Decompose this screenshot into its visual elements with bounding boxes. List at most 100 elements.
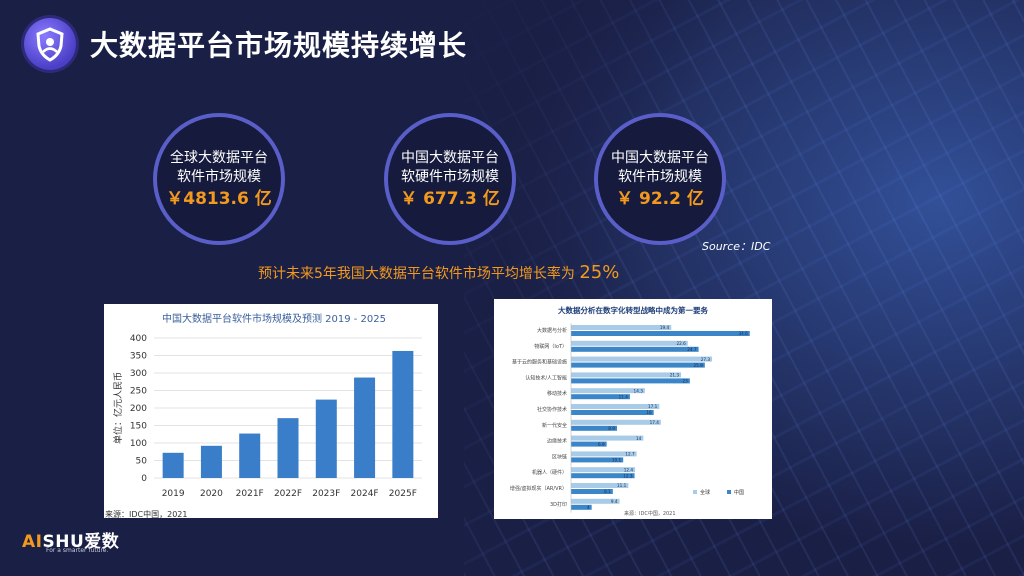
x-tick-label: 2022F	[274, 489, 302, 499]
y-tick-label: 0	[141, 474, 147, 484]
stat-china-hw-sw: 中国大数据平台 软硬件市场规模 ￥ 677.3 亿	[384, 113, 516, 245]
stat-label-line1: 中国大数据平台	[401, 150, 499, 166]
growth-text: 预计未来5年我国大数据平台软件市场平均增长率为	[258, 266, 575, 282]
source-note: Source：IDC	[702, 240, 771, 253]
brand-tagline: For a smarter future.	[46, 547, 109, 554]
bar-全球-8	[571, 451, 637, 457]
chart-title: 中国大数据平台软件市场规模及预测 2019 - 2025	[162, 312, 386, 325]
bar-中国-5	[571, 410, 654, 415]
y-tick-label: 300	[130, 369, 147, 379]
x-tick-label: 2023F	[312, 489, 340, 499]
x-tick-label: 2021F	[236, 489, 264, 499]
data-label: 22.6	[676, 341, 686, 346]
bar-中国-10	[571, 489, 613, 494]
data-label: 14.3	[634, 388, 644, 393]
legend-swatch-中国	[727, 490, 731, 494]
market-size-chart-panel: 中国大数据平台软件市场规模及预测 2019 - 2025 0 50 100 150 200…	[104, 304, 438, 519]
shield-logo-icon	[24, 18, 76, 70]
bar-中国-11	[571, 504, 592, 510]
bar-中国-2	[571, 362, 705, 368]
bar-2019	[162, 452, 184, 478]
growth-percent: 25%	[579, 262, 620, 283]
bar-全球-6	[571, 419, 661, 425]
category-label: 移动技术	[547, 390, 567, 397]
x-tick-label: 2024F	[351, 489, 379, 499]
data-label: 12.4	[624, 467, 634, 472]
data-label: 14	[636, 436, 642, 441]
y-tick-label: 400	[130, 334, 147, 344]
category-label: 社交协作技术	[537, 406, 567, 413]
legend-swatch-全球	[693, 490, 697, 494]
bar-中国-1	[571, 346, 699, 352]
y-tick-label: 50	[136, 457, 148, 467]
category-label: 认知技术/人工智能	[525, 374, 567, 381]
category-label: 大数据与分析	[537, 327, 567, 334]
bar-全球-1	[571, 340, 688, 346]
legend-label: 中国	[734, 489, 744, 496]
bar-全球-4	[571, 388, 645, 394]
data-label: 6.9	[598, 442, 605, 447]
bar-中国-8	[571, 457, 624, 463]
category-label: 增强/虚拟现实（AR/VR）	[510, 485, 567, 492]
bar-2024F	[354, 377, 376, 478]
bar-2021F	[239, 433, 261, 478]
brand-ai: AI	[22, 532, 43, 552]
data-label: 19.4	[660, 325, 670, 330]
data-label: 4	[587, 505, 590, 510]
bar-中国-7	[571, 441, 607, 447]
page-title: 大数据平台市场规模持续增长	[90, 29, 468, 62]
x-tick-label: 2019	[162, 489, 185, 499]
bar-中国-9	[571, 473, 635, 479]
data-label: 10.1	[612, 458, 622, 463]
bar-全球-3	[571, 372, 682, 378]
stat-label-line2: 软件市场规模	[177, 169, 261, 185]
x-tick-label: 2025F	[389, 489, 417, 499]
category-label: 基于云的服务和基础设施	[512, 359, 567, 366]
data-label: 17.1	[648, 404, 658, 409]
bar-中国-3	[571, 378, 690, 384]
category-label: 边缘技术	[547, 438, 567, 445]
data-label: 8.9	[608, 426, 615, 431]
stat-label-line1: 中国大数据平台	[611, 150, 709, 166]
data-label: 16	[646, 410, 652, 415]
category-label: 机器人（硬件）	[532, 469, 567, 476]
data-label: 27.3	[701, 357, 711, 362]
bar-中国-6	[571, 425, 617, 431]
growth-statement: 预计未来5年我国大数据平台软件市场平均增长率为 25%	[258, 262, 619, 283]
chart-source: 来源：IDC中国，2021	[105, 509, 187, 518]
data-label: 24.7	[687, 347, 697, 352]
bar-中国-4	[571, 394, 630, 400]
bar-2025F	[392, 350, 414, 478]
legend-label: 全球	[700, 489, 710, 496]
bar-全球-9	[571, 467, 636, 473]
chart-title: 大数据分析在数字化转型战略中成为第一要务	[558, 305, 708, 315]
stat-value: ￥4813.6 亿	[166, 189, 272, 209]
data-label: 34.6	[738, 331, 748, 336]
data-label: 11.4	[619, 394, 629, 399]
y-tick-label: 150	[130, 422, 147, 432]
market-size-chart: 中国大数据平台软件市场规模及预测 2019 - 2025 0 50 100 150 200…	[105, 312, 422, 519]
bar-全球-5	[571, 404, 660, 409]
y-tick-label: 250	[130, 387, 147, 397]
bar-全球-11	[571, 498, 620, 504]
stat-value: ￥ 677.3 亿	[400, 189, 500, 209]
data-label: 9.4	[611, 499, 618, 504]
bar-2023F	[315, 399, 337, 478]
stat-label-line2: 软硬件市场规模	[401, 169, 499, 185]
data-label: 25.9	[693, 363, 703, 368]
y-tick-label: 200	[130, 404, 147, 414]
bar-中国-0	[571, 331, 750, 336]
data-label: 23	[682, 379, 688, 384]
x-tick-label: 2020	[200, 489, 223, 499]
category-label: 3D打印	[550, 501, 567, 508]
chart-source: 来源：IDC中国，2021	[624, 510, 676, 517]
y-axis-label: 单位：亿元人民币	[112, 372, 124, 444]
data-label: 12.3	[623, 473, 633, 478]
brand-rest: SHU爱数	[42, 532, 120, 552]
data-label: 11.1	[617, 483, 627, 488]
stat-label-line2: 软件市场规模	[618, 169, 702, 185]
y-tick-label: 350	[130, 352, 147, 362]
stat-value: ￥ 92.2 亿	[616, 189, 704, 209]
bar-2020	[200, 445, 222, 478]
